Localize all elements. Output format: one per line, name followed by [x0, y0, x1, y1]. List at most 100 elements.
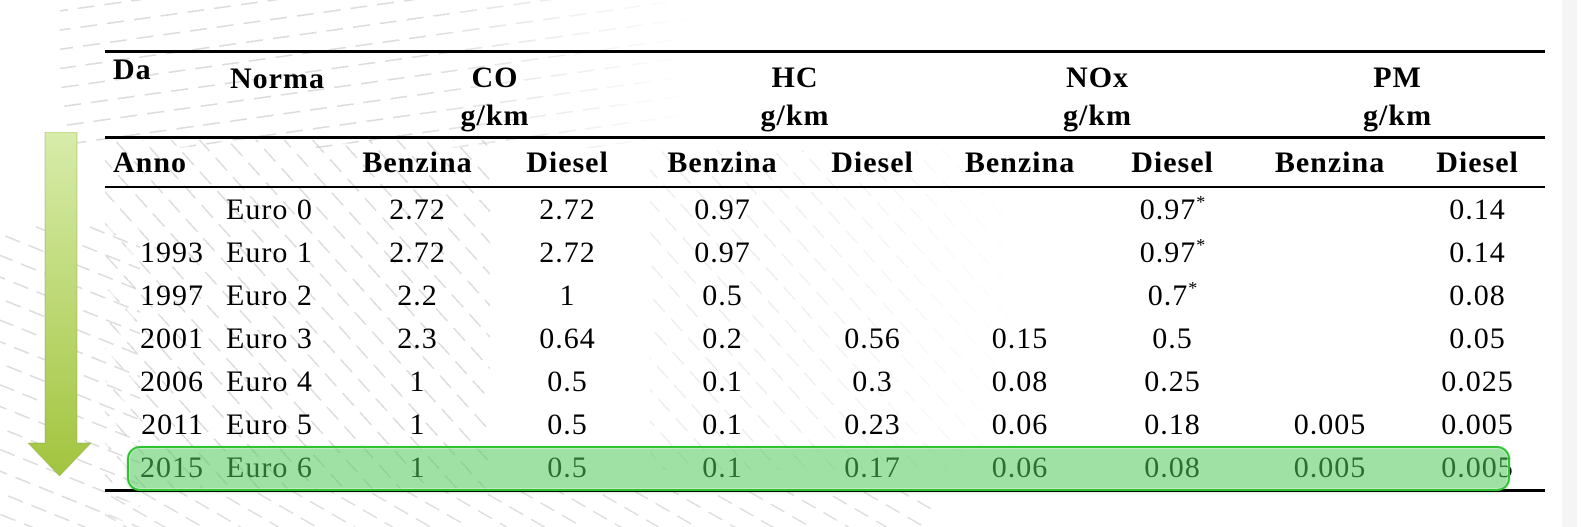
cell-value: 0.23 — [844, 407, 901, 441]
cell-norma: Euro 5 — [226, 407, 313, 441]
cell-value — [1250, 188, 1410, 231]
table-row: 2006 Euro 4 1 0.5 0.1 0.3 0.08 0.25 0.025 — [105, 360, 1545, 403]
cell-value: 0.08 — [991, 364, 1049, 398]
cell-value: 0.1 — [702, 364, 743, 398]
cell-value: 0.06 — [991, 407, 1049, 441]
cell-value: 0.005 — [1410, 446, 1546, 492]
cell-value: 0.97 — [694, 235, 751, 269]
fuel-header: Benzina — [945, 139, 1096, 188]
cell-year: 2011 — [141, 407, 204, 441]
footnote-marker: * — [1196, 235, 1206, 255]
cell-value: 0.025 — [1441, 364, 1514, 398]
group-header-hc: HC g/km — [645, 53, 946, 139]
fuel-header: Benzina — [645, 139, 801, 188]
cell-value: 0.1 — [702, 407, 743, 441]
group-unit: g/km — [460, 99, 530, 132]
cell-value — [800, 274, 945, 317]
table-row: 1997 Euro 2 2.2 1 0.5 0.7* 0.08 — [105, 274, 1545, 317]
cell-value: 0.97* — [1139, 192, 1206, 226]
group-label: PM — [1373, 61, 1422, 94]
cell-value: 0.25 — [1144, 364, 1201, 398]
cell-value — [800, 188, 945, 231]
cell-norma: Euro 0 — [226, 192, 313, 226]
fuel-header: Diesel — [1095, 139, 1251, 188]
table-row: 2001 Euro 3 2.3 0.64 0.2 0.56 0.15 0.5 0.05 — [105, 317, 1545, 360]
cell-value — [945, 274, 1095, 317]
group-label: HC — [771, 61, 819, 94]
footnote-marker: * — [1196, 192, 1206, 212]
cell-year: 2001 — [140, 321, 204, 355]
table-body: Euro 0 2.72 2.72 0.97 0.97* 0.14 1993 Euro 1 2.7… — [105, 188, 1546, 492]
cell-norma: Euro 6 — [210, 446, 345, 492]
cell-value — [1250, 360, 1410, 403]
cell-value: 0.005 — [1293, 407, 1367, 441]
cell-norma: Euro 3 — [226, 321, 313, 355]
cell-value: 0.15 — [991, 321, 1049, 355]
header-row-fuels: Anno Benzina Diesel Benzina Diesel Benzi… — [105, 139, 1546, 188]
fuel-header: Diesel — [490, 139, 646, 188]
cell-value: 0.17 — [800, 446, 946, 492]
group-label: NOx — [1066, 61, 1130, 94]
header-row-groups: Da Norma CO g/km HC g/km — [105, 53, 1546, 139]
cell-value — [945, 231, 1095, 274]
cell-value: 1 — [345, 446, 490, 492]
cell-value — [945, 188, 1095, 231]
cell-value: 0.1 — [645, 446, 801, 492]
cell-norma: Euro 4 — [226, 364, 313, 398]
cell-value: 0.08 — [1449, 278, 1506, 312]
cell-value: 0.5 — [702, 278, 743, 312]
cell-norma: Euro 1 — [226, 235, 313, 269]
table-row-highlighted: 2015 Euro 6 1 0.5 0.1 0.17 0.06 0.08 0.005 0.005 — [105, 446, 1546, 492]
cell-value: 0.64 — [539, 321, 596, 355]
cell-value — [1250, 274, 1410, 317]
cell-value: 1 — [409, 407, 426, 441]
cell-value: 0.3 — [852, 364, 893, 398]
cell-value: 0.005 — [1250, 446, 1411, 492]
down-arrow-icon — [28, 132, 91, 476]
cell-value: 0.7* — [1147, 278, 1198, 312]
cell-value: 0.5 — [547, 407, 588, 441]
fuel-header: Benzina — [1250, 139, 1411, 188]
cell-value: 0.18 — [1144, 407, 1201, 441]
background-texture — [105, 489, 935, 527]
header-norma-cell: Norma — [210, 53, 345, 139]
header-norma: Norma — [230, 62, 325, 95]
cell-value: 0.06 — [945, 446, 1096, 492]
cell-norma: Euro 2 — [226, 278, 313, 312]
group-header-nox: NOx g/km — [945, 53, 1251, 139]
cell-year: 1997 — [140, 278, 204, 312]
cell-year — [105, 188, 210, 231]
cell-year: 2006 — [140, 364, 204, 398]
cell-value: 0.14 — [1449, 235, 1506, 269]
slide-edge-strip — [1562, 0, 1577, 527]
group-unit: g/km — [1063, 99, 1133, 132]
cell-year: 1993 — [140, 235, 204, 269]
cell-value: 1 — [409, 364, 426, 398]
group-header-pm: PM g/km — [1250, 53, 1546, 139]
cell-value: 0.2 — [702, 321, 743, 355]
cell-value: 0.97* — [1139, 235, 1206, 269]
header-da-cell: Da — [105, 53, 210, 139]
cell-value: 0.14 — [1449, 192, 1506, 226]
group-unit: g/km — [1363, 99, 1433, 132]
table-row: 2011 Euro 5 1 0.5 0.1 0.23 0.06 0.18 0.005 0.005 — [105, 403, 1545, 446]
cell-value: 2.72 — [539, 192, 596, 226]
cell-value: 0.56 — [844, 321, 901, 355]
header-da: Da — [113, 53, 152, 86]
group-label: CO — [471, 61, 519, 94]
footnote-marker: * — [1188, 278, 1198, 298]
cell-value: 2.2 — [397, 278, 438, 312]
cell-value: 0.97 — [694, 192, 751, 226]
fuel-header: Diesel — [1410, 139, 1546, 188]
group-unit: g/km — [760, 99, 830, 132]
table-row: Euro 0 2.72 2.72 0.97 0.97* 0.14 — [105, 188, 1545, 231]
cell-value — [1250, 231, 1410, 274]
fuel-header: Diesel — [800, 139, 946, 188]
cell-value: 0.5 — [490, 446, 646, 492]
table-row: 1993 Euro 1 2.72 2.72 0.97 0.97* 0.14 — [105, 231, 1545, 274]
cell-value: 2.72 — [389, 235, 446, 269]
cell-value: 0.5 — [1152, 321, 1193, 355]
group-header-co: CO g/km — [345, 53, 646, 139]
cell-value: 0.5 — [547, 364, 588, 398]
